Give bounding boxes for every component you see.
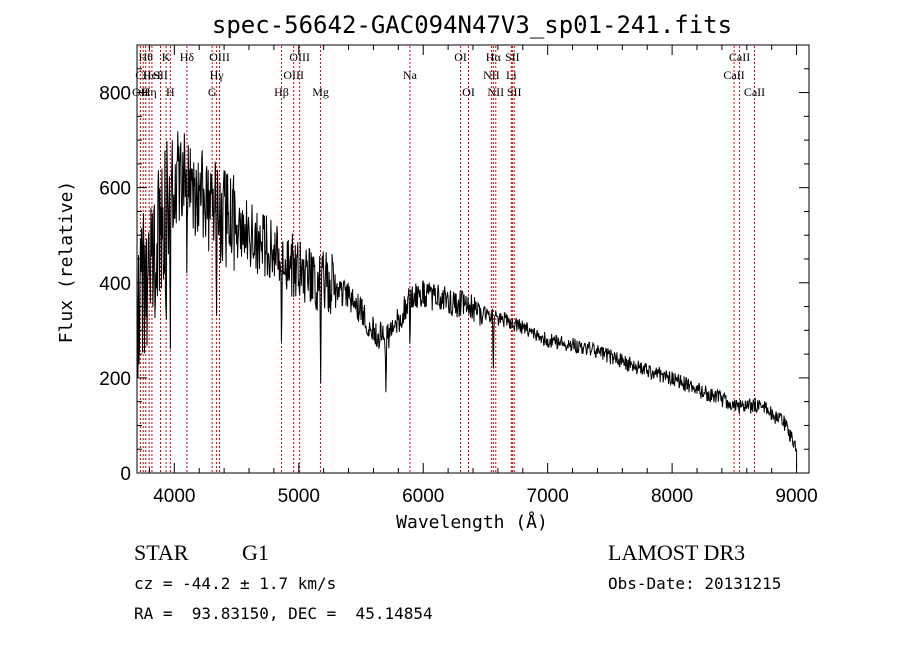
line-marker-label: Hβ bbox=[274, 85, 289, 99]
line-marker-label: HeI bbox=[143, 68, 161, 82]
line-marker-label: G bbox=[208, 85, 217, 99]
line-marker-label: CaII bbox=[723, 68, 744, 82]
line-marker-label: OI bbox=[462, 85, 475, 99]
x-tick-label: 4000 bbox=[153, 486, 195, 507]
line-marker-label: OIII bbox=[289, 50, 310, 64]
line-marker-label: SII bbox=[505, 50, 520, 64]
object-class: STAR bbox=[134, 540, 189, 565]
plot-frame bbox=[136, 44, 810, 474]
line-marker-label: CII bbox=[135, 68, 151, 82]
line-marker-label: OI bbox=[454, 50, 467, 64]
line-marker-label: Na bbox=[403, 68, 418, 82]
y-tick-label: 800 bbox=[99, 84, 131, 105]
line-marker-label: Mg bbox=[312, 85, 329, 99]
line-marker-label: CaII bbox=[744, 85, 765, 99]
redshift-velocity: cz = -44.2 ± 1.7 km/s bbox=[134, 574, 336, 593]
x-tick-label: 8000 bbox=[651, 486, 693, 507]
spectrum-line bbox=[136, 131, 798, 469]
x-tick-label: 7000 bbox=[527, 486, 569, 507]
emission-line-markers bbox=[139, 46, 755, 472]
line-marker-label: Hδ bbox=[180, 50, 195, 64]
y-tick-label: 0 bbox=[120, 464, 131, 485]
observation-date: Obs-Date: 20131215 bbox=[608, 574, 781, 593]
line-marker-label: K bbox=[162, 50, 171, 64]
chart-title: spec-56642-GAC094N47V3_sp01-241.fits bbox=[212, 11, 732, 39]
survey-name: LAMOST DR3 bbox=[608, 540, 745, 565]
y-tick-label: 200 bbox=[99, 369, 131, 390]
sky-coordinates: RA = 93.83150, DEC = 45.14854 bbox=[134, 604, 433, 623]
x-tick-label: 6000 bbox=[402, 486, 444, 507]
line-marker-label: Hγ bbox=[210, 68, 225, 82]
line-marker-label: OII bbox=[132, 85, 149, 99]
y-tick-label: 600 bbox=[99, 179, 131, 200]
line-marker-label: CaII bbox=[729, 50, 750, 64]
line-marker-label: Hη bbox=[142, 85, 157, 99]
line-marker-label: OIII bbox=[283, 68, 304, 82]
line-marker-label: NII bbox=[487, 85, 504, 99]
x-tick-label: 5000 bbox=[278, 486, 320, 507]
x-tick-label: 9000 bbox=[775, 486, 817, 507]
x-axis-ticks: 4000 5000 6000 7000 8000 9000 bbox=[148, 45, 818, 507]
y-axis-label: Flux (relative) bbox=[56, 181, 77, 344]
line-marker-label: OIII bbox=[209, 50, 230, 64]
object-subclass: G1 bbox=[242, 540, 269, 565]
line-marker-label: SII bbox=[153, 68, 168, 82]
x-axis-label: Wavelength (Å) bbox=[396, 511, 548, 533]
line-marker-label: Hθ bbox=[139, 50, 154, 64]
line-marker-label: Li bbox=[506, 68, 517, 82]
emission-line-labels: OIICIIHθHηHeISIIKHHδGHγOIIIHβOIIIOIIIMgN… bbox=[132, 50, 765, 99]
line-marker-label: SII bbox=[507, 85, 522, 99]
line-marker-label: NII bbox=[483, 68, 500, 82]
y-tick-label: 400 bbox=[99, 274, 131, 295]
y-axis-ticks: 0 200 400 600 800 bbox=[99, 68, 809, 485]
line-marker-label: H bbox=[166, 85, 175, 99]
line-marker-label: Hα bbox=[486, 50, 502, 64]
